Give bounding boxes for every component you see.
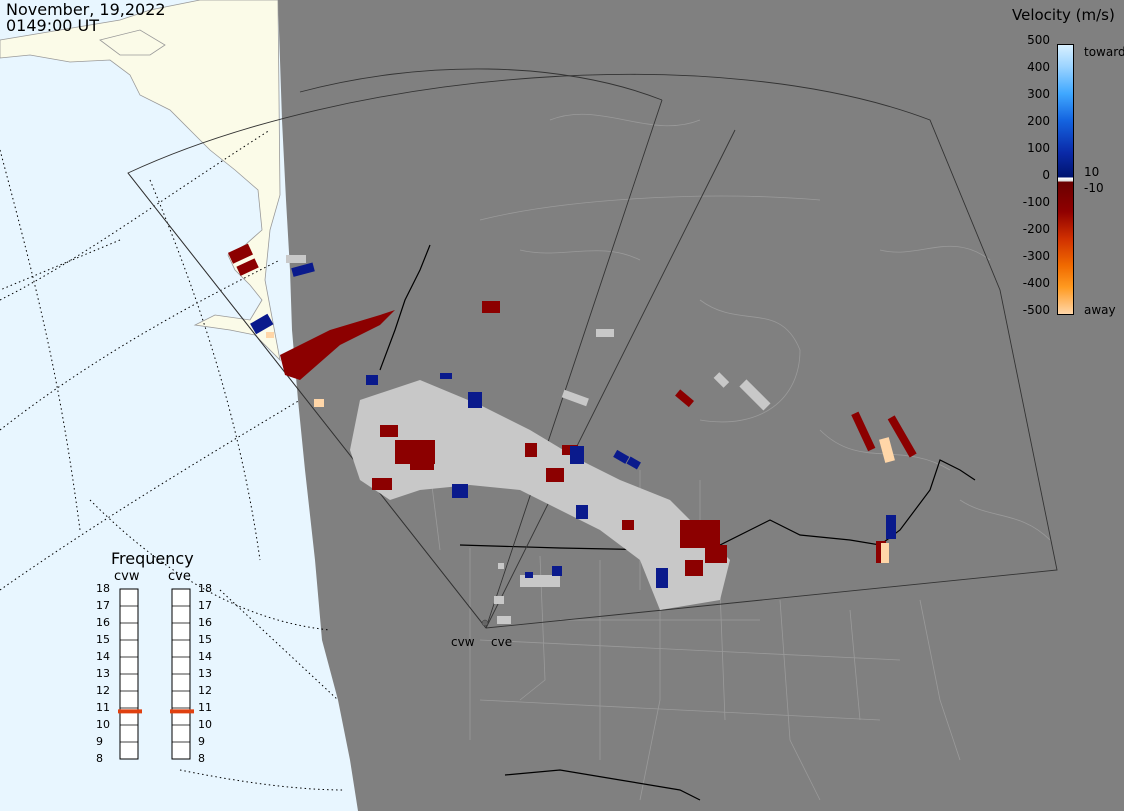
graticule [0, 129, 346, 791]
velocity-tick-label: -100 [1022, 195, 1050, 209]
cve-frequency-tick: 8 [198, 752, 205, 765]
velocity-tick-label: 300 [1027, 87, 1050, 101]
toward-scatter [250, 262, 896, 588]
cve-frequency-tick: 11 [198, 701, 212, 714]
frequency-bars [118, 588, 194, 760]
pos-threshold-label: 10 [1084, 165, 1100, 179]
cve-frequency-tick: 17 [198, 599, 212, 612]
cvw-frequency-tick: 8 [96, 752, 103, 765]
daylight-land [0, 0, 281, 362]
ground-scatter [286, 255, 771, 624]
neg-threshold-label: -10 [1084, 181, 1104, 195]
cve-frequency-tick: 15 [198, 633, 212, 646]
site-marker [481, 619, 489, 627]
cve-frequency-tick: 16 [198, 616, 212, 629]
island [99, 29, 166, 56]
plot-time: 0149:00 UT [6, 16, 100, 35]
cvw-frequency-tick: 12 [96, 684, 110, 697]
away-label: away [1084, 303, 1116, 317]
cve-frequency-tick: 14 [198, 650, 212, 663]
velocity-tick-label: 400 [1027, 60, 1050, 74]
cvw-frequency-tick: 13 [96, 667, 110, 680]
night-region [278, 0, 1124, 811]
site-label-cvw: cvw [451, 635, 475, 649]
velocity-tick-label: 100 [1027, 141, 1050, 155]
cvw-radar-label: cvw [114, 569, 140, 584]
cvw-frequency-tick: 15 [96, 633, 110, 646]
cve-frequency-tick: 9 [198, 735, 205, 748]
velocity-tick-label: -300 [1022, 249, 1050, 263]
cvw-frequency-tick: 11 [96, 701, 110, 714]
velocity-tick-label: 0 [1042, 168, 1050, 182]
cve-frequency-tick: 10 [198, 718, 212, 731]
cvw-frequency-tick: 10 [96, 718, 110, 731]
toward-label: toward [1084, 45, 1124, 59]
cvw-frequency-tick: 18 [96, 582, 110, 595]
site-label-cve: cve [491, 635, 513, 649]
cve-radar-label: cve [168, 569, 191, 584]
velocity-tick-label: -200 [1022, 222, 1050, 236]
velocity-colorbar [1057, 44, 1074, 315]
velocity-tick-label: -500 [1022, 303, 1050, 317]
velocity-tick-label: 500 [1027, 33, 1050, 47]
cve-frequency-tick: 12 [198, 684, 212, 697]
cve-frequency-tick: 13 [198, 667, 212, 680]
frequency-title: Frequency [111, 549, 194, 568]
cvw-frequency-tick: 17 [96, 599, 110, 612]
velocity-tick-label: 200 [1027, 114, 1050, 128]
fov-outline [127, 68, 1058, 629]
plot-date: November, 19,2022 [6, 0, 166, 19]
cvw-frequency-tick: 9 [96, 735, 103, 748]
velocity-legend-title: Velocity (m/s) [1012, 6, 1115, 24]
cvw-frequency-tick: 16 [96, 616, 110, 629]
velocity-tick-label: -400 [1022, 276, 1050, 290]
cvw-frequency-tick: 14 [96, 650, 110, 663]
away-high-scatter [266, 332, 895, 563]
cve-frequency-tick: 18 [198, 582, 212, 595]
